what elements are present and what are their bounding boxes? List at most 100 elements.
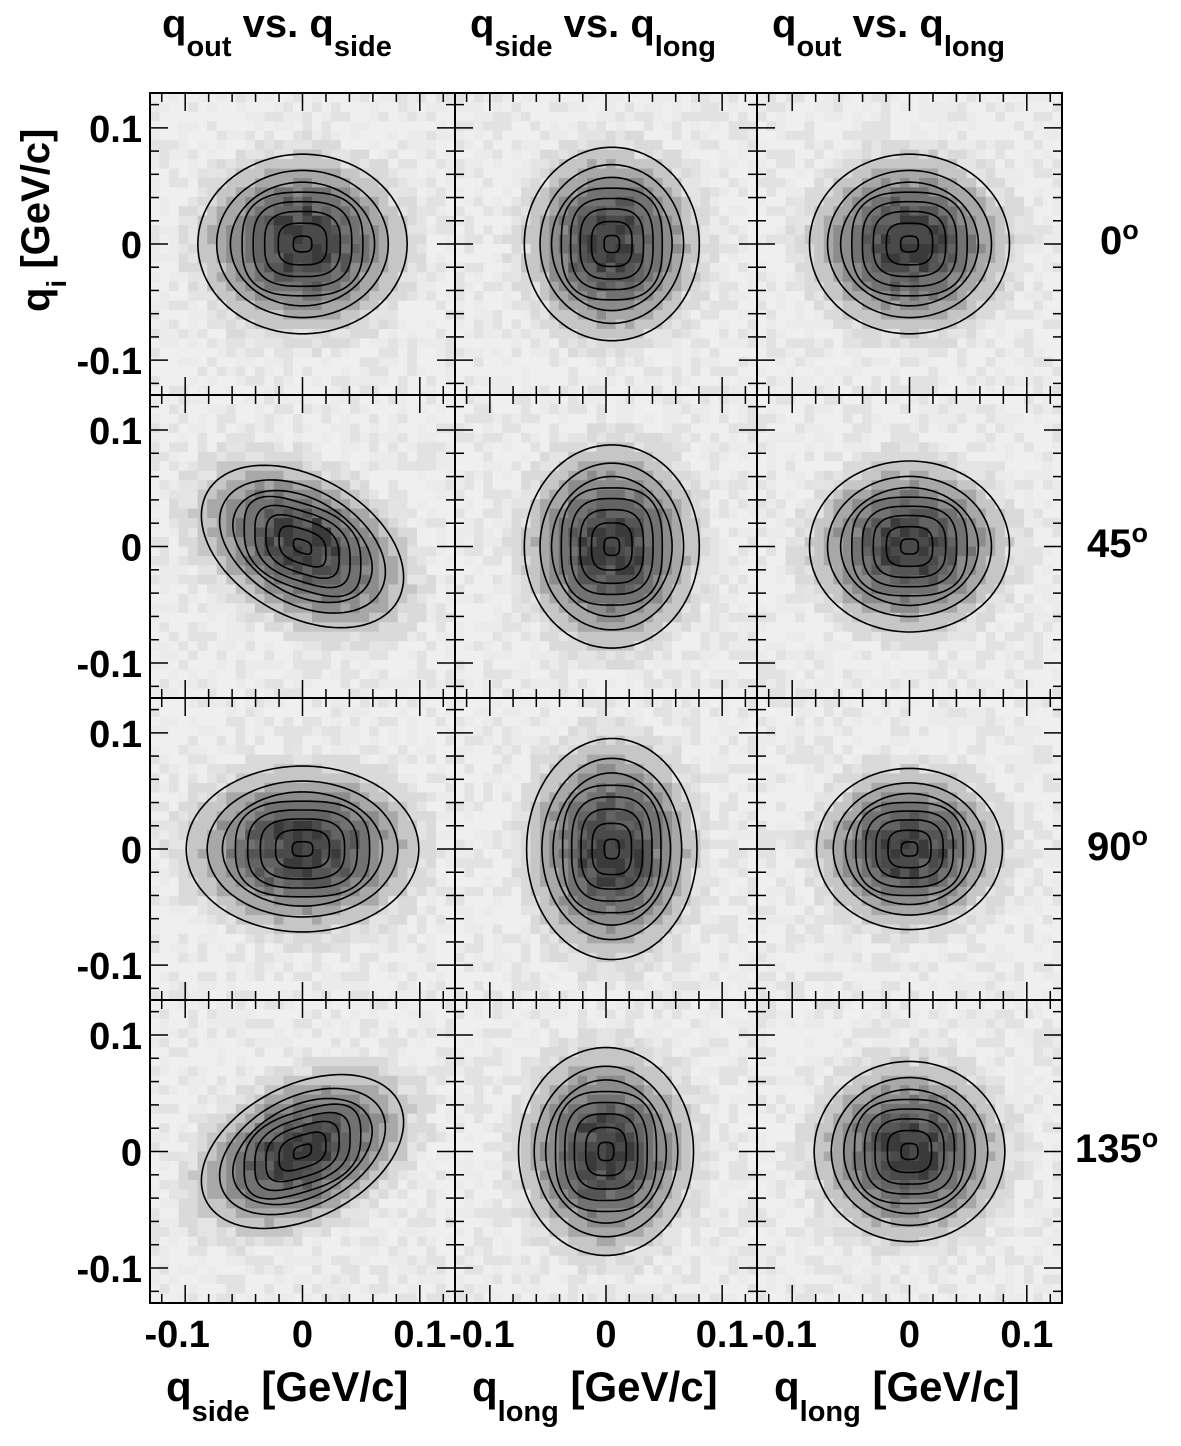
histogram-bin <box>179 216 189 226</box>
histogram-bin <box>417 528 427 538</box>
histogram-bin <box>549 641 559 651</box>
histogram-bin <box>512 131 522 141</box>
histogram-bin <box>388 159 398 169</box>
histogram-bin <box>341 367 351 377</box>
histogram-bin <box>474 584 484 594</box>
histogram-bin <box>682 338 692 348</box>
histogram-bin <box>512 547 522 557</box>
histogram-bin <box>198 310 208 320</box>
histogram-bin <box>464 518 474 528</box>
histogram-bin <box>786 348 796 358</box>
histogram-bin <box>805 112 815 122</box>
histogram-bin <box>900 310 910 320</box>
histogram-bin <box>625 235 635 245</box>
histogram-bin <box>255 348 265 358</box>
histogram-bin <box>264 140 274 150</box>
histogram-bin <box>436 641 446 651</box>
histogram-bin <box>615 329 625 339</box>
histogram-bin <box>1033 140 1043 150</box>
histogram-bin <box>245 613 255 623</box>
histogram-bin <box>417 187 427 197</box>
histogram-bin <box>379 376 389 386</box>
histogram-bin <box>464 159 474 169</box>
histogram-bin <box>1043 272 1053 282</box>
histogram-bin <box>512 216 522 226</box>
histogram-bin <box>493 235 503 245</box>
histogram-bin <box>719 357 729 367</box>
histogram-bin <box>369 93 379 103</box>
histogram-bin <box>236 414 246 424</box>
histogram-bin <box>976 131 986 141</box>
histogram-bin <box>1024 121 1034 131</box>
histogram-bin <box>540 414 550 424</box>
histogram-bin <box>426 348 436 358</box>
histogram-bin <box>255 603 265 613</box>
histogram-bin <box>369 320 379 330</box>
histogram-bin <box>150 414 160 424</box>
histogram-bin <box>957 187 967 197</box>
histogram-bin <box>426 565 436 575</box>
histogram-bin <box>1005 169 1015 179</box>
histogram-bin <box>833 367 843 377</box>
histogram-bin <box>833 310 843 320</box>
histogram-bin <box>531 641 541 651</box>
histogram-bin <box>502 206 512 216</box>
histogram-bin <box>464 197 474 207</box>
histogram-bin <box>255 169 265 179</box>
histogram-bin <box>245 216 255 226</box>
histogram-bin <box>322 433 332 443</box>
histogram-bin <box>331 140 341 150</box>
histogram-bin <box>417 471 427 481</box>
histogram-bin <box>436 329 446 339</box>
panel-r1-c1 <box>150 93 456 396</box>
histogram-bin <box>150 471 160 481</box>
histogram-bin <box>407 178 417 188</box>
histogram-bin <box>255 651 265 661</box>
histogram-bin <box>360 490 370 500</box>
histogram-bin <box>169 499 179 509</box>
histogram-bin <box>786 282 796 292</box>
histogram-bin <box>606 178 616 188</box>
histogram-bin <box>625 452 635 462</box>
histogram-bin <box>236 679 246 689</box>
histogram-bin <box>245 641 255 651</box>
histogram-bin <box>274 112 284 122</box>
histogram-bin <box>179 423 189 433</box>
histogram-bin <box>483 282 493 292</box>
histogram-bin <box>188 452 198 462</box>
histogram-bin <box>312 613 322 623</box>
histogram-bin <box>512 565 522 575</box>
histogram-bin <box>493 121 503 131</box>
histogram-bin <box>226 584 236 594</box>
histogram-bin <box>455 433 465 443</box>
histogram-bin <box>625 131 635 141</box>
histogram-bin <box>417 509 427 519</box>
histogram-bin <box>464 348 474 358</box>
histogram-bin <box>236 282 246 292</box>
histogram-bin <box>986 376 996 386</box>
histogram-bin <box>1043 291 1053 301</box>
histogram-bin <box>502 641 512 651</box>
histogram-bin <box>549 480 559 490</box>
histogram-bin <box>493 93 503 103</box>
histogram-bin <box>474 603 484 613</box>
histogram-bin <box>474 310 484 320</box>
histogram-bin <box>710 131 720 141</box>
histogram-bin <box>795 329 805 339</box>
histogram-bin <box>615 679 625 689</box>
histogram-bin <box>512 461 522 471</box>
histogram-bin <box>521 499 531 509</box>
histogram-bin <box>169 641 179 651</box>
histogram-bin <box>350 452 360 462</box>
histogram-bin <box>786 131 796 141</box>
histogram-bin <box>890 367 900 377</box>
histogram-bin <box>483 670 493 680</box>
histogram-bin <box>929 140 939 150</box>
histogram-bin <box>464 367 474 377</box>
histogram-bin <box>417 414 427 424</box>
histogram-bin <box>341 471 351 481</box>
histogram-bin <box>398 376 408 386</box>
histogram-bin <box>540 282 550 292</box>
histogram-bin <box>303 423 313 433</box>
histogram-bin <box>559 641 569 651</box>
